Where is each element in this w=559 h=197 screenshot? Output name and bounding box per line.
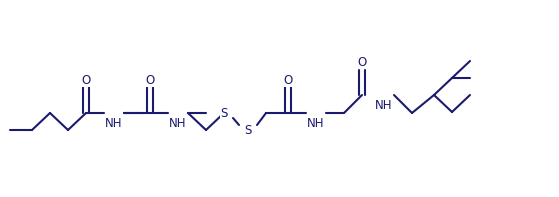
- Text: S: S: [244, 124, 252, 137]
- Text: S: S: [220, 107, 228, 120]
- Text: O: O: [145, 73, 155, 86]
- Text: O: O: [357, 56, 367, 69]
- Text: NH: NH: [307, 116, 325, 129]
- Text: O: O: [283, 73, 292, 86]
- Text: NH: NH: [105, 116, 123, 129]
- Text: NH: NH: [375, 98, 393, 112]
- Text: NH: NH: [169, 116, 187, 129]
- Text: O: O: [82, 73, 91, 86]
